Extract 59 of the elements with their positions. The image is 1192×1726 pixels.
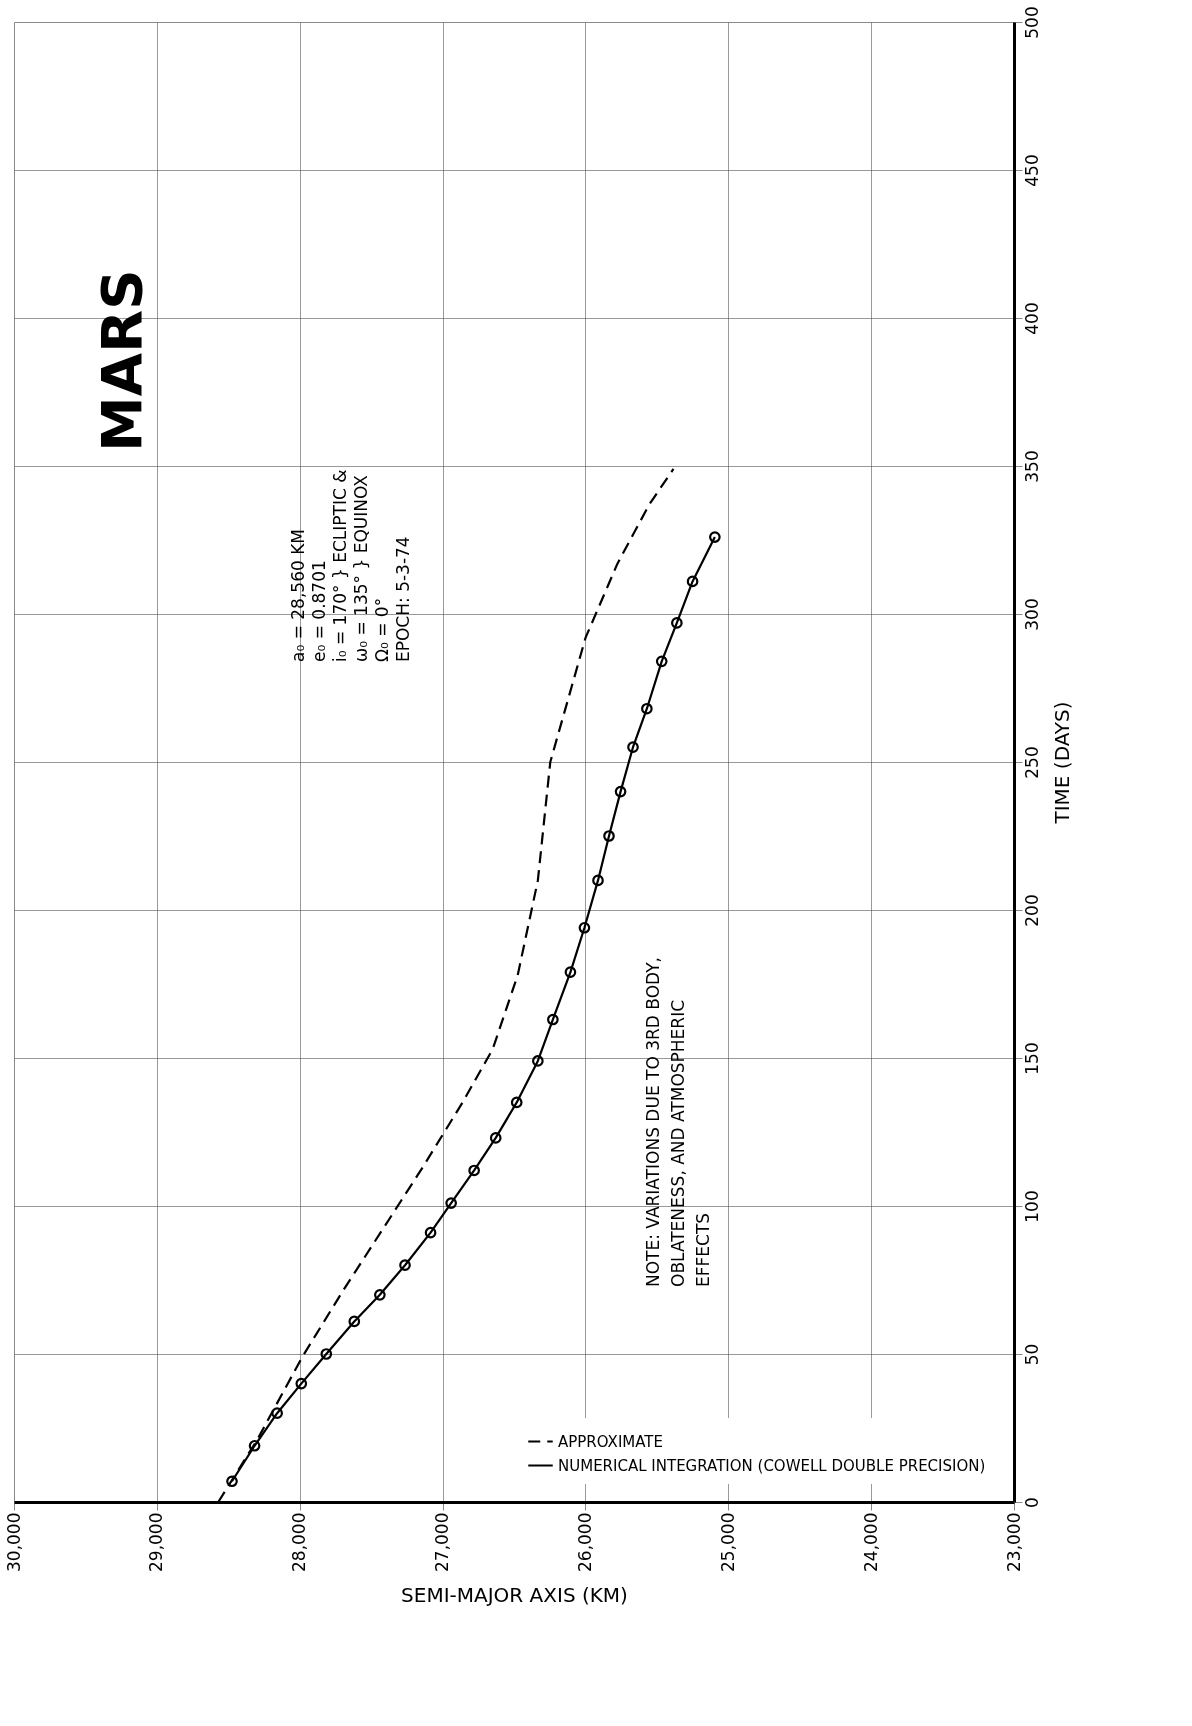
point bbox=[686, 575, 699, 588]
x-axis-title: SEMI-MAJOR AXIS (KM) bbox=[401, 1582, 628, 1607]
y-tick-label: 0 bbox=[1021, 1497, 1042, 1508]
y-tick-label: 350 bbox=[1021, 450, 1042, 483]
y-tick-label: 200 bbox=[1021, 894, 1042, 927]
point bbox=[424, 1226, 437, 1239]
point bbox=[445, 1197, 457, 1209]
y-tick-label: 100 bbox=[1021, 1190, 1042, 1223]
point bbox=[468, 1164, 480, 1177]
annotation: MARS bbox=[89, 269, 154, 452]
point bbox=[655, 655, 668, 668]
y-tick-label: 50 bbox=[1021, 1343, 1042, 1366]
annotation: a₀ = 28,560 KM bbox=[288, 529, 308, 662]
annotation: EPOCH: 5-3-74 bbox=[393, 536, 413, 662]
y-axis-title: TIME (DAYS) bbox=[1049, 701, 1074, 825]
annotation: ω₀ = 135° } EQUINOX bbox=[351, 474, 371, 662]
point bbox=[374, 1288, 386, 1301]
x-tick-label: 26,000 bbox=[574, 1512, 595, 1572]
y-tick-label: 150 bbox=[1021, 1042, 1042, 1075]
y-tick-label: 300 bbox=[1021, 598, 1042, 631]
annotation: OBLATENESS, AND ATMOSPHERIC bbox=[668, 999, 688, 1287]
y-tick-label: 400 bbox=[1021, 302, 1042, 335]
point bbox=[614, 785, 627, 798]
point bbox=[532, 1055, 544, 1067]
annotation: i₀ = 170° } ECLIPTIC & bbox=[330, 469, 350, 662]
point bbox=[547, 1013, 559, 1026]
annotation: Ω₀ = 0° bbox=[372, 597, 392, 662]
annotation: EFFECTS bbox=[693, 1212, 713, 1287]
x-tick-label: 28,000 bbox=[289, 1512, 310, 1572]
x-tick-label: 24,000 bbox=[860, 1512, 881, 1572]
point bbox=[578, 921, 591, 934]
point bbox=[489, 1132, 502, 1144]
point bbox=[564, 966, 577, 978]
point bbox=[295, 1377, 308, 1390]
x-tick-label: 27,000 bbox=[432, 1512, 453, 1572]
point bbox=[592, 874, 604, 887]
point bbox=[627, 741, 639, 754]
point bbox=[399, 1259, 411, 1272]
point bbox=[320, 1348, 333, 1360]
annotation: e₀ = 0.8701 bbox=[309, 560, 329, 662]
point bbox=[709, 531, 721, 543]
y-tick-label: 500 bbox=[1021, 6, 1042, 39]
x-tick-label: 29,000 bbox=[146, 1512, 167, 1572]
legend-label: NUMERICAL INTEGRATION (COWELL DOUBLE PRECISION) bbox=[558, 1456, 986, 1475]
point bbox=[641, 702, 653, 715]
point bbox=[271, 1407, 283, 1420]
point bbox=[348, 1315, 361, 1328]
point bbox=[226, 1475, 238, 1488]
x-tick-label: 25,000 bbox=[717, 1512, 738, 1572]
point bbox=[671, 617, 683, 629]
y-tick-label: 250 bbox=[1021, 746, 1042, 779]
x-tick-label: 30,000 bbox=[3, 1512, 24, 1572]
y-tick-label: 450 bbox=[1021, 154, 1042, 187]
x-tick-label: 23,000 bbox=[1003, 1512, 1024, 1572]
annotation: NOTE: VARIATIONS DUE TO 3RD BODY, bbox=[643, 956, 663, 1287]
point bbox=[510, 1096, 523, 1109]
point bbox=[603, 830, 615, 842]
legend-label: APPROXIMATE bbox=[558, 1432, 663, 1451]
point bbox=[248, 1439, 261, 1452]
